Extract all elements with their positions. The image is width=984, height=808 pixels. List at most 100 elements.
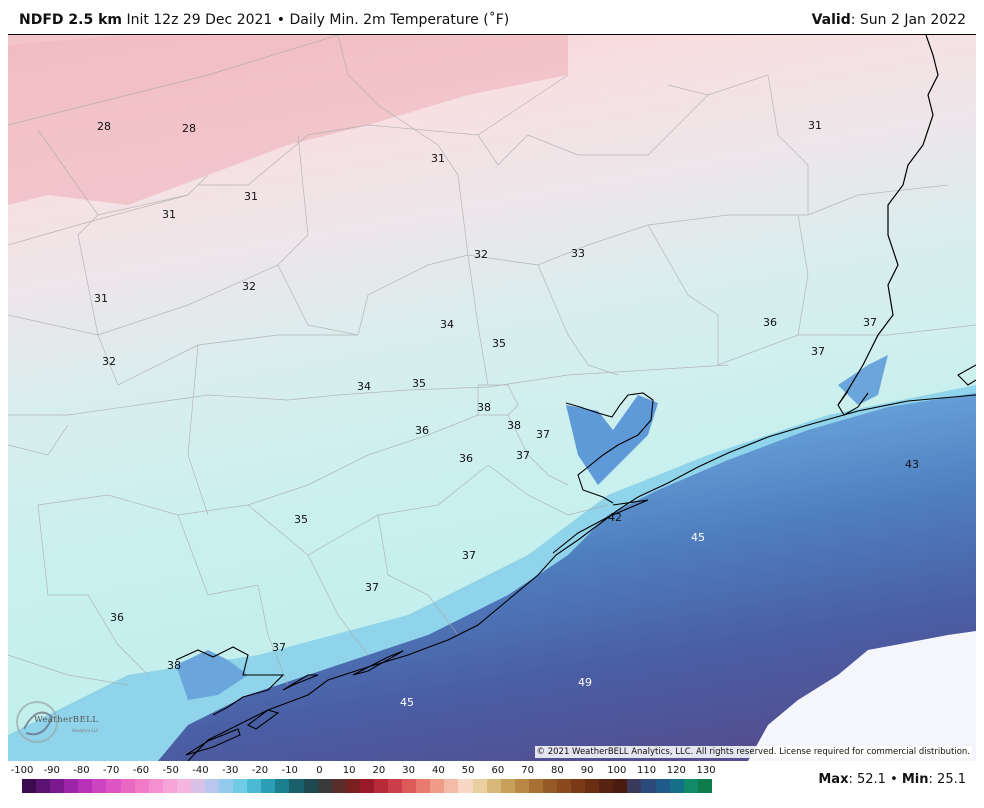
temperature-value-label: 37 xyxy=(272,641,286,654)
colorbar-swatch xyxy=(219,779,234,793)
colorbar-tick-label: -50 xyxy=(162,765,179,776)
colorbar-swatch xyxy=(571,779,586,793)
min-label: Min xyxy=(901,772,929,787)
colorbar-swatch xyxy=(486,779,501,793)
colorbar-swatch xyxy=(416,779,431,793)
logo-subtext: Analytics LLC xyxy=(72,728,99,733)
colorbar-swatch xyxy=(458,779,473,793)
colorbar-swatch xyxy=(542,779,557,793)
temperature-value-label: 38 xyxy=(507,419,521,432)
temperature-value-label: 28 xyxy=(97,120,111,133)
map-canvas: 28 28 31 31 31 31 32 33 32 31 34 36 37 35 37 32 34 35 38 38… xyxy=(8,35,976,761)
colorbar-swatch xyxy=(303,779,318,793)
colorbar-tick-label: 110 xyxy=(637,765,657,776)
field-name: Daily Min. 2m Temperature (˚F) xyxy=(289,12,510,28)
colorbar-tick-label: 80 xyxy=(550,765,564,776)
colorbar-swatch xyxy=(669,779,684,793)
colorbar-swatch xyxy=(627,779,642,793)
colorbar-swatch xyxy=(388,779,403,793)
colorbar-swatch xyxy=(556,779,572,793)
colorbar-tick-label: -90 xyxy=(43,765,60,776)
colorbar-tick-label: -80 xyxy=(73,765,90,776)
colorbar-swatch xyxy=(233,779,248,793)
colorbar-swatch xyxy=(148,779,163,793)
temperature-value-label: 35 xyxy=(492,337,506,350)
max-value: : 52.1 xyxy=(848,772,886,787)
colorbar-swatch xyxy=(50,779,65,793)
colorbar-swatch xyxy=(64,779,79,793)
logo-swirl-icon xyxy=(16,701,58,743)
temperature-value-label: 31 xyxy=(431,152,445,165)
colorbar-swatch xyxy=(655,779,670,793)
colorbar-swatch xyxy=(36,779,51,793)
valid-label: Valid xyxy=(811,12,851,28)
colorbar-swatch xyxy=(697,779,712,793)
temperature-value-label: 38 xyxy=(477,401,491,414)
colorbar-swatch xyxy=(373,779,389,793)
temperature-value-label: 43 xyxy=(905,458,919,471)
colorbar-swatch xyxy=(22,779,37,793)
temperature-value-label: 36 xyxy=(763,316,777,329)
colorbar-swatch xyxy=(585,779,600,793)
colorbar-swatch xyxy=(472,779,487,793)
temperature-value-label: 34 xyxy=(357,380,371,393)
colorbar-swatch xyxy=(444,779,459,793)
colorbar-swatch xyxy=(345,779,360,793)
min-value: : 25.1 xyxy=(928,772,966,787)
temperature-value-label: 31 xyxy=(808,119,822,132)
temperature-value-label: 36 xyxy=(110,611,124,624)
temperature-value-label: 45 xyxy=(400,696,414,709)
temperature-value-label: 37 xyxy=(811,345,825,358)
colorbar-swatch xyxy=(289,779,304,793)
colorbar-swatch xyxy=(78,779,93,793)
colorbar-swatch xyxy=(120,779,135,793)
colorbar-swatch xyxy=(331,779,346,793)
colorbar-swatch xyxy=(359,779,374,793)
colorbar-tick-label: 30 xyxy=(402,765,415,776)
colorbar-swatch xyxy=(500,779,515,793)
colorbar-swatch xyxy=(261,779,276,793)
colorbar-tick-label: 120 xyxy=(666,765,686,776)
county-lines xyxy=(8,35,976,686)
colorbar-tick-label: -70 xyxy=(103,765,120,776)
colorbar-tick-label: 20 xyxy=(372,765,386,776)
colorbar-tick-label: 90 xyxy=(580,765,594,776)
temperature-map: 28 28 31 31 31 31 32 33 32 31 34 36 37 35 37 32 34 35 38 38… xyxy=(8,34,976,761)
colorbar-labels: -100 -90 -80 -70 -60 -50 -40 -30 -20 -10 0 10 20 30 40… xyxy=(10,764,730,778)
colorbar-tick-label: 130 xyxy=(696,765,716,776)
temperature-value-label: 31 xyxy=(244,190,258,203)
colorbar-swatch xyxy=(106,779,121,793)
weatherbell-logo: WeatherBELL Analytics LLC xyxy=(14,699,106,745)
colorbar-swatch xyxy=(205,779,220,793)
colorbar-tick-label: 70 xyxy=(521,765,534,776)
no-data-region xyxy=(748,631,976,761)
temperature-value-label: 33 xyxy=(571,247,585,260)
temperature-labels: 28 28 31 31 31 31 32 33 32 31 34 36 37 35 37 32 34 35 38 38… xyxy=(94,119,919,709)
colorbar-swatch xyxy=(683,779,698,793)
temperature-value-label: 49 xyxy=(578,676,592,689)
temperature-value-label: 37 xyxy=(863,316,877,329)
colorbar-tick-label: -100 xyxy=(10,765,34,776)
colorbar-swatch xyxy=(613,779,628,793)
temperature-value-label: 36 xyxy=(459,452,473,465)
temperature-value-label: 35 xyxy=(412,377,426,390)
matagorda-bay xyxy=(176,650,248,700)
temperature-value-label: 31 xyxy=(162,208,176,221)
colorbar-swatch xyxy=(92,779,107,793)
colorbar-tick-label: -30 xyxy=(222,765,239,776)
temperature-value-label: 37 xyxy=(365,581,379,594)
colorbar-swatch xyxy=(162,779,177,793)
colorbar-tick-label: -60 xyxy=(132,765,150,776)
temperature-value-label: 38 xyxy=(167,659,181,672)
temperature-value-label: 32 xyxy=(242,280,256,293)
product-name: NDFD 2.5 km xyxy=(19,12,122,28)
separator: • xyxy=(276,12,286,28)
colorbar-tick-label: 50 xyxy=(461,765,475,776)
colorbar-swatch xyxy=(176,779,191,793)
temperature-value-label: 32 xyxy=(102,355,116,368)
colorbar-tick-label: 100 xyxy=(607,765,627,776)
coastline xyxy=(175,364,976,761)
copyright-notice: © 2021 WeatherBELL Analytics, LLC. All r… xyxy=(534,746,972,758)
temperature-value-label: 37 xyxy=(462,549,476,562)
galveston-bay xyxy=(566,395,658,485)
